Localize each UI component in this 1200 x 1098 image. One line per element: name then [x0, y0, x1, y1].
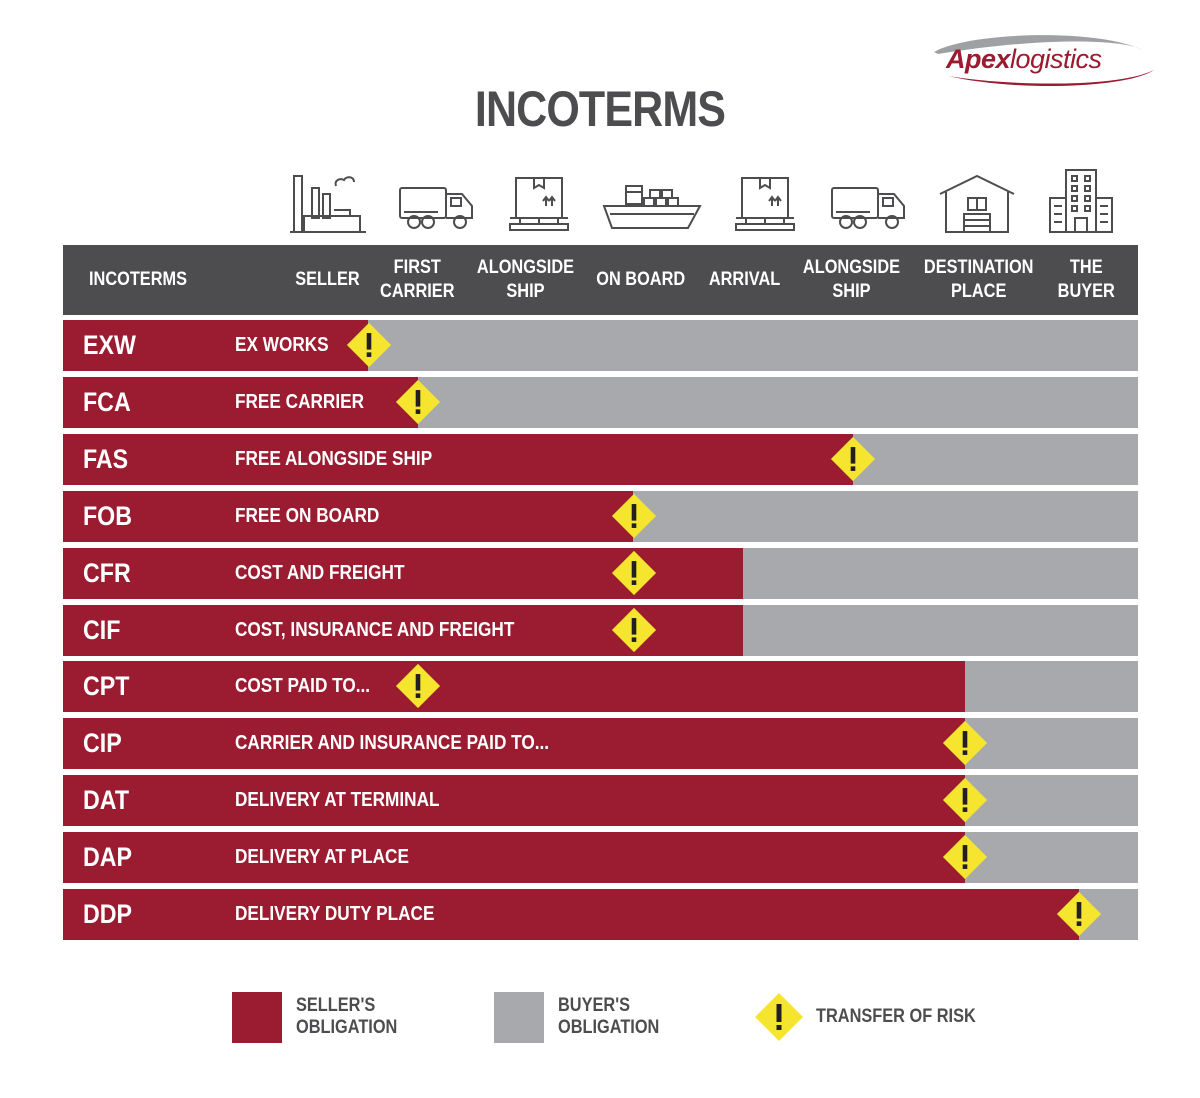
header-stage-alongside-ship-2: ALONGSIDE SHIP: [802, 257, 900, 302]
header-stage-first-carrier: FIRST CARRIER: [379, 257, 455, 302]
term-row-dap: DAP DELIVERY AT PLACE: [63, 832, 1138, 883]
term-row-exw: EXW EX WORKS: [63, 320, 1138, 371]
term-name: FREE ALONGSIDE SHIP: [235, 448, 433, 470]
seller-obligation-bar: [63, 661, 965, 712]
seller-obligation-bar: [63, 718, 965, 769]
header-incoterms-label: INCOTERMS: [88, 269, 188, 290]
term-row-cif: CIF COST, INSURANCE AND FREIGHT: [63, 605, 1138, 656]
term-name: COST PAID TO...: [235, 675, 371, 697]
term-name: COST, INSURANCE AND FREIGHT: [235, 619, 515, 641]
seller-obligation-bar: [63, 491, 633, 542]
term-name: DELIVERY AT TERMINAL: [235, 789, 440, 811]
seller-obligation-bar: [63, 320, 368, 371]
term-name: FREE ON BOARD: [235, 505, 380, 527]
header-stage-alongside-ship: ALONGSIDE SHIP: [476, 257, 574, 302]
legend-seller-swatch: [232, 992, 282, 1043]
apex-logistics-logo: Apexlogistics: [928, 30, 1158, 90]
term-name: COST AND FREIGHT: [235, 562, 405, 584]
truck-icon: [399, 187, 473, 229]
transfer-of-risk-icon: [830, 436, 876, 482]
logo-suffix: logistics: [1010, 44, 1102, 74]
transfer-of-risk-icon: [611, 550, 657, 596]
transfer-of-risk-icon: [942, 720, 988, 766]
header-stage-destination-place: DESTINATION PLACE: [924, 257, 1034, 302]
page-title: INCOTERMS: [474, 81, 726, 137]
term-code: CIP: [83, 728, 122, 758]
term-code: CPT: [83, 671, 130, 701]
seller-obligation-bar: [63, 434, 853, 485]
logo-swoosh-icon: [934, 35, 1154, 87]
term-name: DELIVERY AT PLACE: [235, 846, 409, 868]
term-row-cfr: CFR COST AND FREIGHT: [63, 548, 1138, 599]
office-building-icon: [1049, 169, 1113, 233]
seller-obligation-bar: [63, 889, 1079, 940]
term-code: DAT: [83, 785, 130, 815]
term-code: FCA: [83, 387, 131, 417]
term-row-cpt: CPT COST PAID TO...: [63, 661, 1138, 712]
legend-seller-label: SELLER'S OBLIGATION: [296, 995, 398, 1038]
term-code: DAP: [83, 842, 133, 872]
transfer-of-risk-icon: [942, 834, 988, 880]
factory-icon: [290, 175, 366, 233]
seller-obligation-bar: [63, 775, 965, 826]
term-code: FAS: [83, 444, 129, 474]
term-name: CARRIER AND INSURANCE PAID TO...: [235, 732, 550, 754]
term-code: CFR: [83, 558, 131, 588]
term-code: DDP: [83, 899, 133, 929]
transfer-of-risk-icon: [611, 493, 657, 539]
term-row-fas: FAS FREE ALONGSIDE SHIP: [63, 434, 1138, 485]
logo-wordmark: Apexlogistics: [946, 44, 1102, 75]
term-name: EX WORKS: [235, 334, 329, 356]
stage-header-bar: INCOTERMS SELLER FIRST CARRIER ALONGSIDE…: [63, 245, 1138, 315]
term-name: FREE CARRIER: [235, 391, 365, 413]
transfer-of-risk-icon: [346, 322, 392, 368]
legend-buyer-label: BUYER'S OBLIGATION: [558, 995, 660, 1038]
legend-risk-label: TRANSFER OF RISK: [816, 1006, 976, 1027]
transfer-of-risk-icon: [395, 379, 441, 425]
term-row-fca: FCA FREE CARRIER: [63, 377, 1138, 428]
transfer-of-risk-icon: [942, 777, 988, 823]
header-stage-seller: SELLER: [294, 269, 360, 290]
warning-diamond-icon: [755, 993, 803, 1041]
header-stage-on-board: ON BOARD: [596, 269, 686, 290]
cargo-ship-icon: [602, 185, 702, 229]
term-code: FOB: [83, 501, 133, 531]
term-row-dat: DAT DELIVERY AT TERMINAL: [63, 775, 1138, 826]
term-code: CIF: [83, 615, 121, 645]
transfer-of-risk-icon: [611, 607, 657, 653]
pallet-box-icon: [735, 177, 795, 231]
term-code: EXW: [83, 330, 136, 360]
header-stage-arrival: ARRIVAL: [709, 269, 781, 290]
term-name: DELIVERY DUTY PLACE: [235, 903, 435, 925]
legend-buyer-swatch: [494, 992, 544, 1043]
truck-icon: [831, 187, 905, 229]
transfer-of-risk-icon: [1056, 891, 1102, 937]
seller-obligation-bar: [63, 377, 418, 428]
seller-obligation-bar: [63, 832, 965, 883]
term-row-cip: CIP CARRIER AND INSURANCE PAID TO...: [63, 718, 1138, 769]
logo-brand: Apex: [946, 44, 1011, 74]
header-stage-the-buyer: THE BUYER: [1057, 257, 1115, 302]
term-row-ddp: DDP DELIVERY DUTY PLACE: [63, 889, 1138, 940]
term-row-fob: FOB FREE ON BOARD: [63, 491, 1138, 542]
transfer-of-risk-icon: [395, 663, 441, 709]
pallet-box-icon: [509, 177, 569, 231]
warehouse-icon: [939, 174, 1015, 233]
